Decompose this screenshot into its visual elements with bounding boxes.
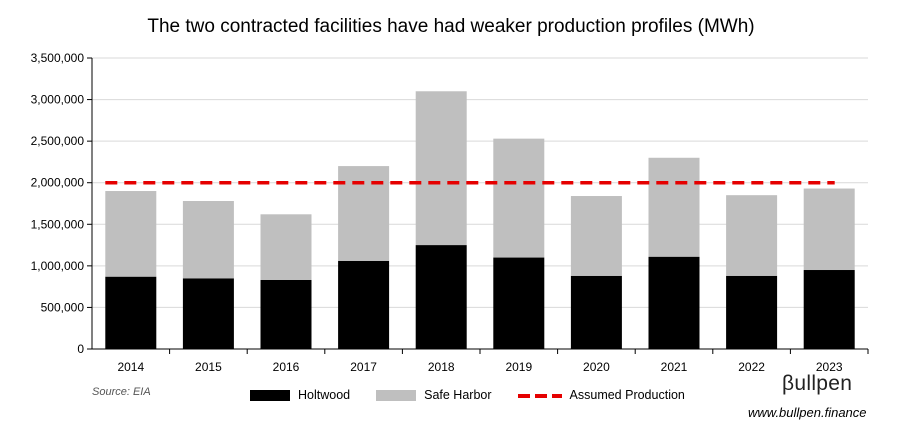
legend-label-assumed-production: Assumed Production: [569, 388, 685, 402]
y-tick-label: 1,500,000: [31, 217, 85, 231]
chart-title: The two contracted facilities have had w…: [147, 16, 755, 37]
bars: [105, 91, 855, 349]
bar-holtwood-2021: [648, 256, 700, 349]
x-tick-label: 2020: [583, 360, 610, 374]
bar-safe-harbor-2019: [493, 138, 545, 258]
bar-holtwood-2019: [493, 257, 545, 349]
y-tick-label: 3,500,000: [31, 51, 85, 65]
y-tick-label: 0: [77, 342, 84, 356]
legend-item-safe-harbor: Safe Harbor: [376, 388, 492, 402]
bar-holtwood-2018: [415, 245, 467, 349]
source-note: Source: EIA: [92, 386, 151, 398]
bar-holtwood-2023: [803, 270, 855, 349]
y-tick-label: 1,000,000: [31, 259, 85, 273]
bar-holtwood-2015: [182, 278, 234, 349]
x-tick-label: 2016: [273, 360, 300, 374]
x-tick-label: 2022: [738, 360, 765, 374]
x-tick-label: 2014: [117, 360, 144, 374]
bar-holtwood-2022: [726, 275, 778, 349]
legend-item-assumed-production: Assumed Production: [517, 388, 685, 402]
legend-item-holtwood: Holtwood: [250, 388, 350, 402]
bar-holtwood-2016: [260, 279, 312, 349]
bar-safe-harbor-2016: [260, 214, 312, 280]
bar-safe-harbor-2015: [182, 201, 234, 279]
bar-holtwood-2020: [570, 275, 622, 349]
bar-safe-harbor-2020: [570, 196, 622, 276]
x-tick-label: 2015: [195, 360, 222, 374]
bar-safe-harbor-2014: [105, 191, 157, 277]
y-tick-label: 3,000,000: [31, 93, 85, 107]
x-tick-label: 2023: [816, 360, 843, 374]
bar-safe-harbor-2021: [648, 157, 700, 257]
x-tick-label: 2018: [428, 360, 455, 374]
legend: Holtwood Safe Harbor Assumed Production: [250, 388, 711, 402]
legend-swatch-safe-harbor: [376, 389, 417, 401]
legend-swatch-holtwood: [250, 389, 290, 401]
x-tick-label: 2021: [661, 360, 688, 374]
bar-safe-harbor-2022: [726, 195, 778, 276]
legend-label-holtwood: Holtwood: [298, 388, 351, 402]
bar-safe-harbor-2017: [338, 166, 390, 261]
bar-holtwood-2017: [338, 260, 390, 349]
y-tick-label: 2,500,000: [31, 134, 85, 148]
brand-url: www.bullpen.finance: [748, 405, 867, 420]
x-tick-label: 2019: [505, 360, 532, 374]
x-tick-label: 2017: [350, 360, 377, 374]
bar-safe-harbor-2018: [415, 91, 467, 246]
legend-swatch-assumed-production: [517, 390, 562, 401]
y-tick-labels: 0 500,000 1,000,000 1,500,000 2,000,000 2,500…: [31, 51, 85, 356]
bar-holtwood-2014: [105, 276, 157, 349]
y-tick-label: 500,000: [41, 300, 85, 314]
brand-logo: βullpen: [782, 372, 853, 395]
bar-safe-harbor-2023: [803, 188, 855, 271]
y-tick-label: 2,000,000: [31, 176, 85, 190]
legend-label-safe-harbor: Safe Harbor: [424, 388, 492, 402]
x-tick-labels: 2014 2015 2016 2017 2018 2019 2020 2021 2022 2023: [117, 349, 869, 374]
